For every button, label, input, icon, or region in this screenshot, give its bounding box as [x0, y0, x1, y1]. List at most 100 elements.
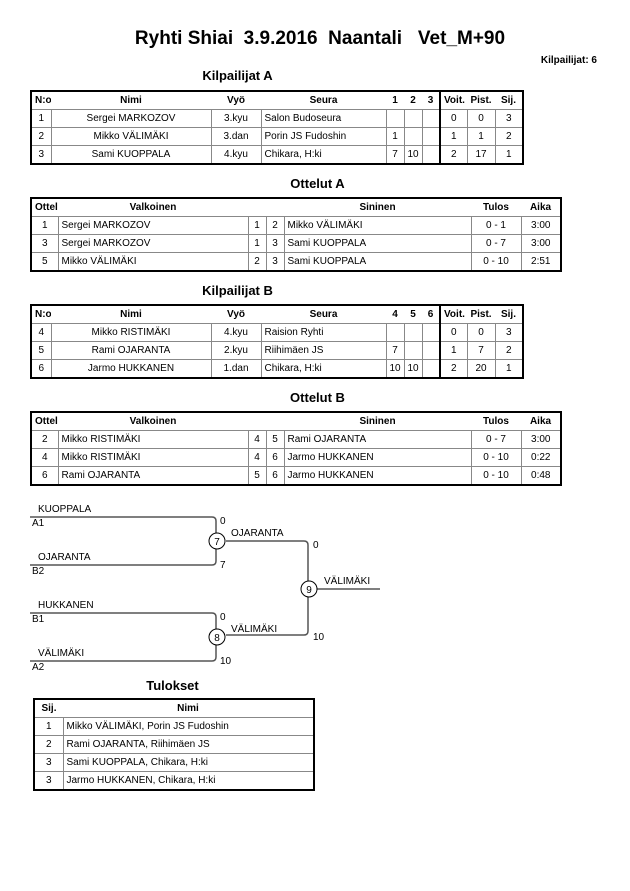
pool-a-header-name: Nimi	[120, 95, 142, 106]
results-header-row: Sij. Nimi	[34, 699, 314, 718]
matches-a-cell-time: 3:00	[520, 234, 562, 253]
pool-b-cell-rank: 3	[494, 323, 524, 342]
pool-b-cell-number: 4	[30, 323, 52, 342]
matches-a-cell-match: 1	[30, 216, 59, 235]
pool-b-cell-number: 5	[30, 341, 52, 360]
pool-b-cell-name: Rami OJARANTA	[50, 341, 212, 360]
pool-b-header-belt: Vyö	[227, 309, 245, 320]
matches-a-header-white: Valkoinen	[129, 202, 177, 213]
pool-a-cell-name: Mikko VÄLIMÄKI	[50, 127, 212, 146]
matches-a-cell-match: 3	[30, 234, 59, 253]
pool-b-header-club: Seura	[309, 309, 338, 320]
match-9-number: 9	[306, 585, 312, 596]
matches-b-cell-blue: Rami OJARANTA	[283, 430, 472, 449]
pool-b-cell-score-2	[403, 341, 423, 360]
pool-b-cell-rank: 2	[494, 341, 524, 360]
pool-b-header-name: Nimi	[120, 309, 142, 320]
matches-b-cell-match: 2	[30, 430, 59, 449]
pool-a-header-score-2: 2	[410, 95, 416, 106]
matches-b-row: 4 Mikko RISTIMÄKI 4 6 Jarmo HUKKANEN 0 - 10 0:…	[30, 448, 562, 467]
results-title: Tulokset	[146, 678, 199, 693]
competitors-count: Kilpailijat: 6	[540, 55, 597, 66]
results-cell-name: Rami OJARANTA, Riihimäen JS	[62, 735, 315, 754]
matches-a-cell-white: Sergei MARKOZOV	[57, 234, 249, 253]
pool-b-header-row: N:o Nimi Vyö Seura 4 5 6 Voit. Pist. Sij.	[31, 305, 523, 324]
matches-b-cell-white-no: 5	[247, 466, 267, 486]
matches-b-header-blue-no	[266, 412, 284, 431]
pool-a-header-number: N:o	[35, 95, 51, 106]
matches-b-header-result: Tulos	[483, 416, 509, 427]
matches-b-cell-white-no: 4	[247, 430, 267, 449]
pool-a-table: N:o Nimi Vyö Seura 1 2 3 Voit. Pist. Sij. 1 Sergei …	[30, 90, 524, 165]
seed-3-score: 0	[220, 612, 226, 623]
pool-b-cell-number: 6	[30, 359, 52, 379]
pool-a-cell-wins: 1	[439, 127, 468, 146]
pool-b-header-number: N:o	[35, 309, 51, 320]
matches-b-cell-blue: Jarmo HUKKANEN	[283, 448, 472, 467]
matches-a-cell-result: 0 - 10	[470, 252, 522, 272]
matches-a-header-white-no	[248, 198, 266, 217]
pool-b-header-score-1: 4	[392, 309, 398, 320]
pool-a-cell-score-1	[385, 109, 405, 128]
pool-a-title: Kilpailijat A	[202, 68, 273, 83]
results-row: 2 Rami OJARANTA, Riihimäen JS	[33, 735, 315, 754]
pool-b-cell-name: Jarmo HUKKANEN	[50, 359, 212, 379]
results-row: 3 Sami KUOPPALA, Chikara, H:ki	[33, 753, 315, 772]
match-7-circle	[208, 532, 226, 550]
pool-b-header-score-3: 6	[427, 309, 434, 320]
pool-a-cell-points: 17	[466, 145, 496, 165]
pool-b-cell-score-1: 10	[385, 359, 405, 379]
results-row: 1 Mikko VÄLIMÄKI, Porin JS Fudoshin	[33, 717, 315, 736]
pool-a-cell-points: 1	[466, 127, 496, 146]
bracket: 7 8 9 KUOPPALA A1 0 OJARANTA B2 7 HUKKAN…	[30, 504, 380, 673]
matches-b-row: 2 Mikko RISTIMÄKI 4 5 Rami OJARANTA 0 - 7 3:00	[30, 430, 562, 449]
pool-a-cell-rank: 2	[494, 127, 524, 146]
match-9-circle	[300, 580, 318, 598]
pool-a-cell-name: Sami KUOPPALA	[50, 145, 212, 165]
results-cell-rank: 3	[33, 753, 64, 772]
matches-b-title: Ottelut B	[290, 390, 345, 405]
pool-a-header-score-3: 3	[427, 95, 434, 106]
pool-b-cell-club: Chikara, H:ki	[260, 359, 387, 379]
results-table: Sij. Nimi 1 Mikko VÄLIMÄKI, Porin JS Fudosh…	[33, 698, 315, 791]
pool-a-cell-number: 1	[30, 109, 52, 128]
matches-b-header-time: Aika	[529, 416, 552, 427]
matches-b-cell-white: Mikko RISTIMÄKI	[57, 430, 249, 449]
matches-a-cell-result: 0 - 7	[470, 234, 522, 253]
pool-a-cell-belt: 3.dan	[210, 127, 262, 146]
matches-a-row: 3 Sergei MARKOZOV 1 3 Sami KUOPPALA 0 - 7 3:00	[30, 234, 562, 253]
seed-1-code: A1	[32, 518, 45, 529]
matches-a-cell-blue: Sami KUOPPALA	[283, 234, 472, 253]
matches-a-cell-blue: Mikko VÄLIMÄKI	[283, 216, 472, 235]
results-header-name: Nimi	[177, 703, 199, 714]
pool-a-cell-score-2	[403, 127, 423, 146]
matches-b-cell-blue-no: 6	[265, 448, 285, 467]
pool-b-cell-belt: 4.kyu	[210, 323, 262, 342]
pool-a-header-club: Seura	[309, 95, 338, 106]
seed-1-score: 0	[220, 516, 226, 527]
pool-a-cell-number: 3	[30, 145, 52, 165]
matches-a-cell-white: Sergei MARKOZOV	[57, 216, 249, 235]
match-7-number: 7	[214, 537, 220, 548]
pool-b-table: N:o Nimi Vyö Seura 4 5 6 Voit. Pist. Sij. 4 Mikko R…	[30, 304, 524, 379]
pool-b-cell-rank: 1	[494, 359, 524, 379]
matches-b-header-match: Ottelu	[35, 416, 58, 427]
seed-2-name: OJARANTA	[38, 552, 91, 563]
matches-b-cell-blue: Jarmo HUKKANEN	[283, 466, 472, 486]
pool-a-cell-score-3	[421, 109, 441, 128]
pool-a-cell-wins: 0	[439, 109, 468, 128]
pool-a-cell-club: Salon Budoseura	[260, 109, 387, 128]
seed-3-code: B1	[32, 614, 45, 625]
pool-a-header-rank: Sij.	[500, 95, 516, 106]
pool-b-cell-belt: 1.dan	[210, 359, 262, 379]
pool-a-header-points: Pist.	[470, 95, 492, 106]
pool-a-cell-club: Chikara, H:ki	[260, 145, 387, 165]
matches-a-cell-white-no: 1	[247, 216, 267, 235]
pool-b-header-score-2: 5	[410, 309, 416, 320]
matches-a-cell-time: 3:00	[520, 216, 562, 235]
pool-a-cell-rank: 1	[494, 145, 524, 165]
pool-b-cell-score-3	[421, 359, 441, 379]
matches-a-row: 1 Sergei MARKOZOV 1 2 Mikko VÄLIMÄKI 0 - 1 3:0…	[30, 216, 562, 235]
